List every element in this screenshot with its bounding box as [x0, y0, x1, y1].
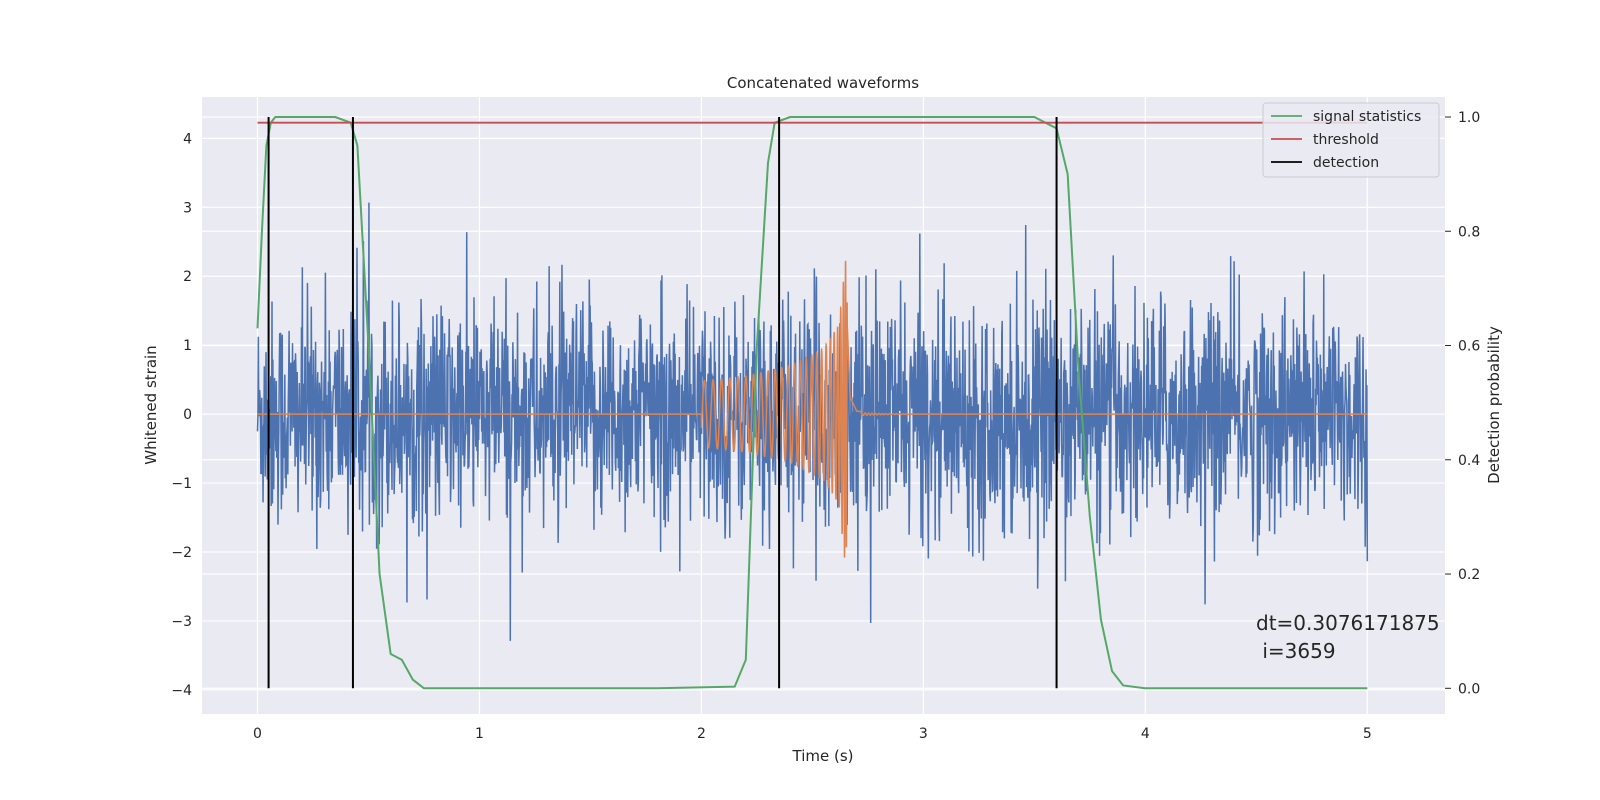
- y-tick-label: −3: [171, 614, 192, 630]
- y2-tick-label: 0.4: [1458, 453, 1480, 469]
- legend-label-signal-statistics: signal statistics: [1313, 109, 1421, 125]
- x-axis-label: Time (s): [792, 747, 854, 765]
- series-signal-statistics-line: [256, 116, 1368, 690]
- y2-tick-label: 0.6: [1458, 339, 1480, 355]
- x-tick-label: 3: [919, 726, 928, 742]
- y2-tick-label: 0.8: [1458, 224, 1480, 240]
- y2-tick-label: 0.0: [1458, 681, 1480, 697]
- series-waveform-line: [257, 260, 1368, 558]
- y-tick-label: 2: [183, 269, 192, 285]
- x-axis-ticks: 0 1 2 3 4 5: [253, 726, 1372, 742]
- annotation-i: i=3659: [1256, 639, 1336, 663]
- y-tick-label: −4: [171, 683, 192, 699]
- y2-axis-label: Detection probability: [1485, 326, 1503, 484]
- x-tick-label: 4: [1141, 726, 1150, 742]
- x-tick-label: 2: [697, 726, 706, 742]
- y-tick-label: −1: [171, 476, 192, 492]
- y2-tick-label: 0.2: [1458, 567, 1480, 583]
- y-axis-label: Whitened strain: [142, 345, 160, 464]
- legend-label-threshold: threshold: [1313, 132, 1379, 148]
- legend-box: [1262, 102, 1440, 178]
- legend: signal statistics threshold detection: [1262, 102, 1440, 178]
- x-tick-label: 5: [1363, 726, 1372, 742]
- x-tick-label: 0: [253, 726, 262, 742]
- x-tick-label: 1: [475, 726, 484, 742]
- y-tick-label: 3: [183, 200, 192, 216]
- y-tick-label: 0: [183, 407, 192, 423]
- annotation-dt: dt=0.3076171875: [1256, 611, 1440, 635]
- chart-title: Concatenated waveforms: [727, 74, 919, 92]
- series-layer: [256, 116, 1369, 690]
- y-tick-label: 4: [183, 131, 192, 147]
- y-axis-ticks: −4 −3 −2 −1 0 1 2 3 4: [171, 131, 192, 699]
- y-tick-label: −2: [171, 545, 192, 561]
- y2-tick-label: 1.0: [1458, 110, 1480, 126]
- y-tick-label: 1: [183, 338, 192, 354]
- y2-axis-ticks: 0.0 0.2 0.4 0.6 0.8 1.0: [1445, 110, 1480, 697]
- legend-label-detection: detection: [1313, 155, 1379, 171]
